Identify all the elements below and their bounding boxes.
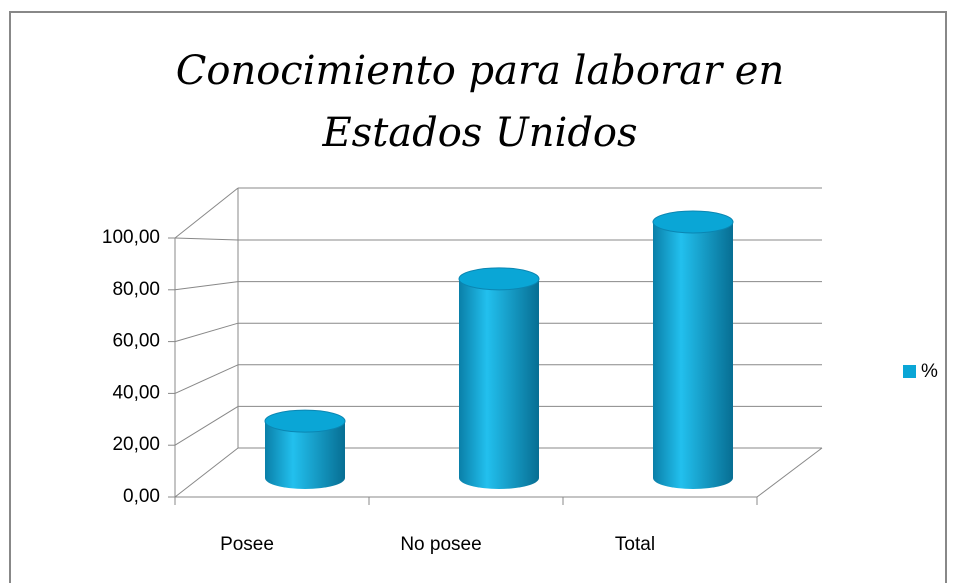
bar (653, 222, 733, 478)
y-tick-label: 0,00 (123, 486, 160, 507)
grid-line (174, 322, 239, 343)
legend-swatch (903, 365, 916, 378)
y-tick-label: 80,00 (112, 279, 160, 300)
side-wall-top (174, 187, 239, 239)
legend-label: % (921, 361, 938, 382)
grid-line (174, 281, 239, 291)
y-tick-label: 20,00 (112, 434, 160, 455)
bar-top (652, 210, 734, 234)
y-tick-label: 100,00 (102, 227, 160, 248)
y-tick-label: 60,00 (112, 331, 160, 352)
grid-line (174, 447, 239, 498)
chart-title: Conocimiento para laborar en Estados Uni… (175, 48, 785, 156)
bar (459, 278, 539, 478)
bar-top (458, 267, 540, 291)
grid-line (174, 405, 239, 446)
bar-top (264, 409, 346, 433)
grid-line (174, 364, 239, 394)
floor-right (756, 447, 823, 498)
chart-border (9, 11, 947, 583)
x-tick-label: Total (615, 534, 655, 555)
x-tick-label: No posee (400, 534, 481, 555)
grid-line (174, 237, 239, 241)
y-tick-label: 40,00 (112, 382, 160, 403)
x-tick-label: Posee (220, 534, 274, 555)
